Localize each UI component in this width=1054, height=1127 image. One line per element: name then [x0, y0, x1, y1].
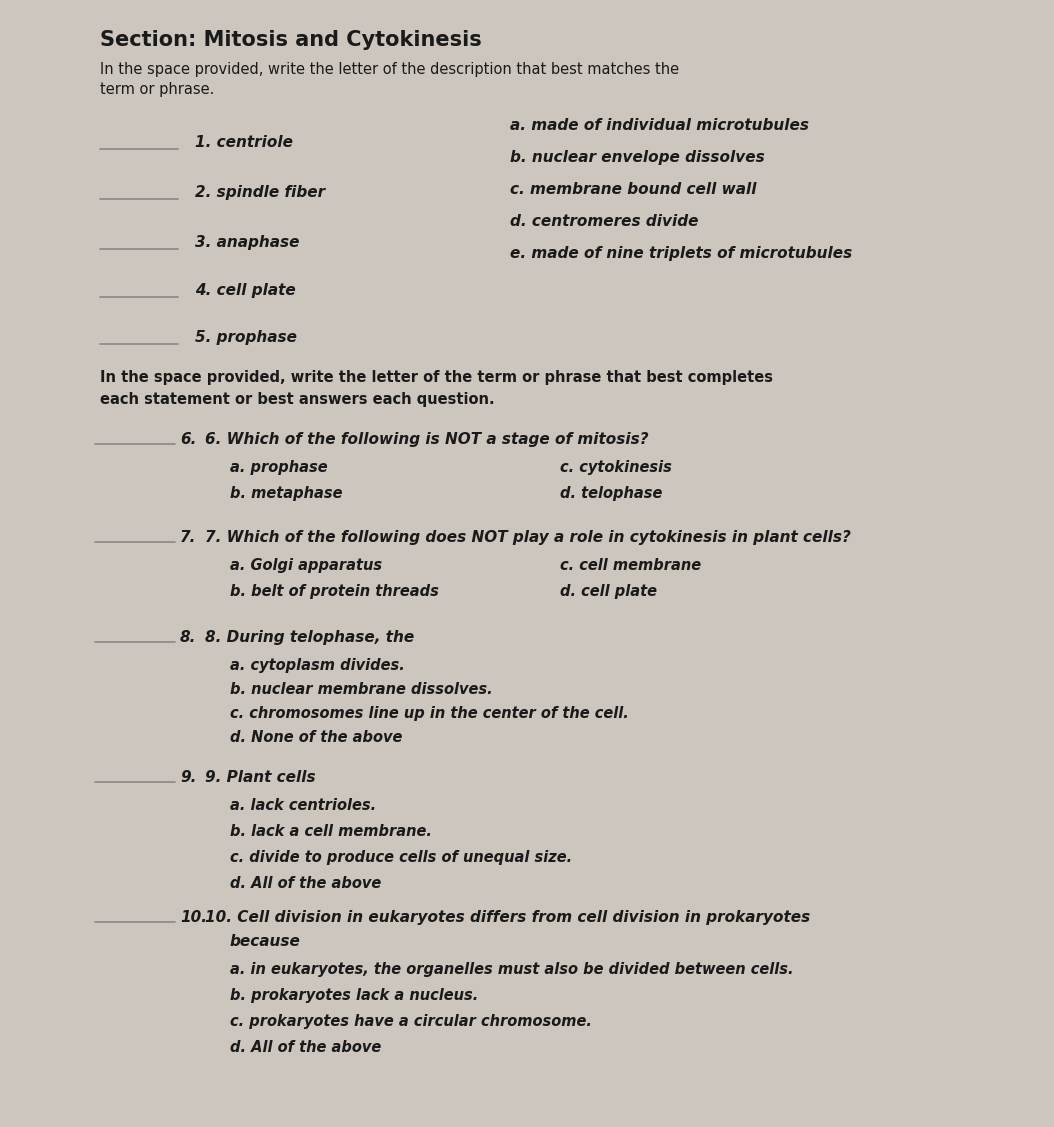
Text: 5. prophase: 5. prophase — [195, 330, 297, 345]
Text: In the space provided, write the letter of the description that best matches the: In the space provided, write the letter … — [100, 62, 679, 77]
Text: 2. spindle fiber: 2. spindle fiber — [195, 185, 325, 199]
Text: a. in eukaryotes, the organelles must also be divided between cells.: a. in eukaryotes, the organelles must al… — [230, 962, 794, 977]
Text: 8.: 8. — [180, 630, 196, 645]
Text: b. nuclear membrane dissolves.: b. nuclear membrane dissolves. — [230, 682, 492, 696]
Text: 10.: 10. — [180, 909, 207, 925]
Text: a. prophase: a. prophase — [230, 460, 328, 474]
Text: a. Golgi apparatus: a. Golgi apparatus — [230, 558, 383, 573]
Text: b. nuclear envelope dissolves: b. nuclear envelope dissolves — [510, 150, 765, 165]
Text: c. chromosomes line up in the center of the cell.: c. chromosomes line up in the center of … — [230, 706, 629, 721]
Text: each statement or best answers each question.: each statement or best answers each ques… — [100, 392, 494, 407]
Text: d. All of the above: d. All of the above — [230, 1040, 382, 1055]
Text: Section: Mitosis and Cytokinesis: Section: Mitosis and Cytokinesis — [100, 30, 482, 50]
Text: b. belt of protein threads: b. belt of protein threads — [230, 584, 438, 598]
Text: d. All of the above: d. All of the above — [230, 876, 382, 891]
Text: 9.: 9. — [180, 770, 196, 786]
Text: 3. anaphase: 3. anaphase — [195, 236, 299, 250]
Text: c. cytokinesis: c. cytokinesis — [560, 460, 671, 474]
Text: a. lack centrioles.: a. lack centrioles. — [230, 798, 376, 813]
Text: 6.: 6. — [180, 432, 196, 447]
Text: d. None of the above: d. None of the above — [230, 730, 403, 745]
Text: 4. cell plate: 4. cell plate — [195, 283, 296, 298]
Text: term or phrase.: term or phrase. — [100, 82, 214, 97]
Text: because: because — [230, 934, 300, 949]
Text: c. divide to produce cells of unequal size.: c. divide to produce cells of unequal si… — [230, 850, 572, 866]
Text: b. metaphase: b. metaphase — [230, 486, 343, 502]
Text: d. centromeres divide: d. centromeres divide — [510, 214, 699, 229]
Text: e. made of nine triplets of microtubules: e. made of nine triplets of microtubules — [510, 246, 853, 261]
Text: a. made of individual microtubules: a. made of individual microtubules — [510, 118, 809, 133]
Text: b. lack a cell membrane.: b. lack a cell membrane. — [230, 824, 432, 838]
Text: 7. Which of the following does NOT play a role in cytokinesis in plant cells?: 7. Which of the following does NOT play … — [204, 530, 851, 545]
Text: 6. Which of the following is NOT a stage of mitosis?: 6. Which of the following is NOT a stage… — [204, 432, 648, 447]
Text: d. telophase: d. telophase — [560, 486, 662, 502]
Text: c. cell membrane: c. cell membrane — [560, 558, 701, 573]
Text: c. prokaryotes have a circular chromosome.: c. prokaryotes have a circular chromosom… — [230, 1014, 592, 1029]
Text: d. cell plate: d. cell plate — [560, 584, 657, 598]
Text: 9. Plant cells: 9. Plant cells — [204, 770, 315, 786]
Text: b. prokaryotes lack a nucleus.: b. prokaryotes lack a nucleus. — [230, 988, 479, 1003]
Text: 8. During telophase, the: 8. During telophase, the — [204, 630, 414, 645]
Text: 1. centriole: 1. centriole — [195, 135, 293, 150]
Text: In the space provided, write the letter of the term or phrase that best complete: In the space provided, write the letter … — [100, 370, 773, 385]
Text: 10. Cell division in eukaryotes differs from cell division in prokaryotes: 10. Cell division in eukaryotes differs … — [204, 909, 811, 925]
Text: a. cytoplasm divides.: a. cytoplasm divides. — [230, 658, 405, 673]
Text: c. membrane bound cell wall: c. membrane bound cell wall — [510, 181, 757, 197]
Text: 7.: 7. — [180, 530, 196, 545]
